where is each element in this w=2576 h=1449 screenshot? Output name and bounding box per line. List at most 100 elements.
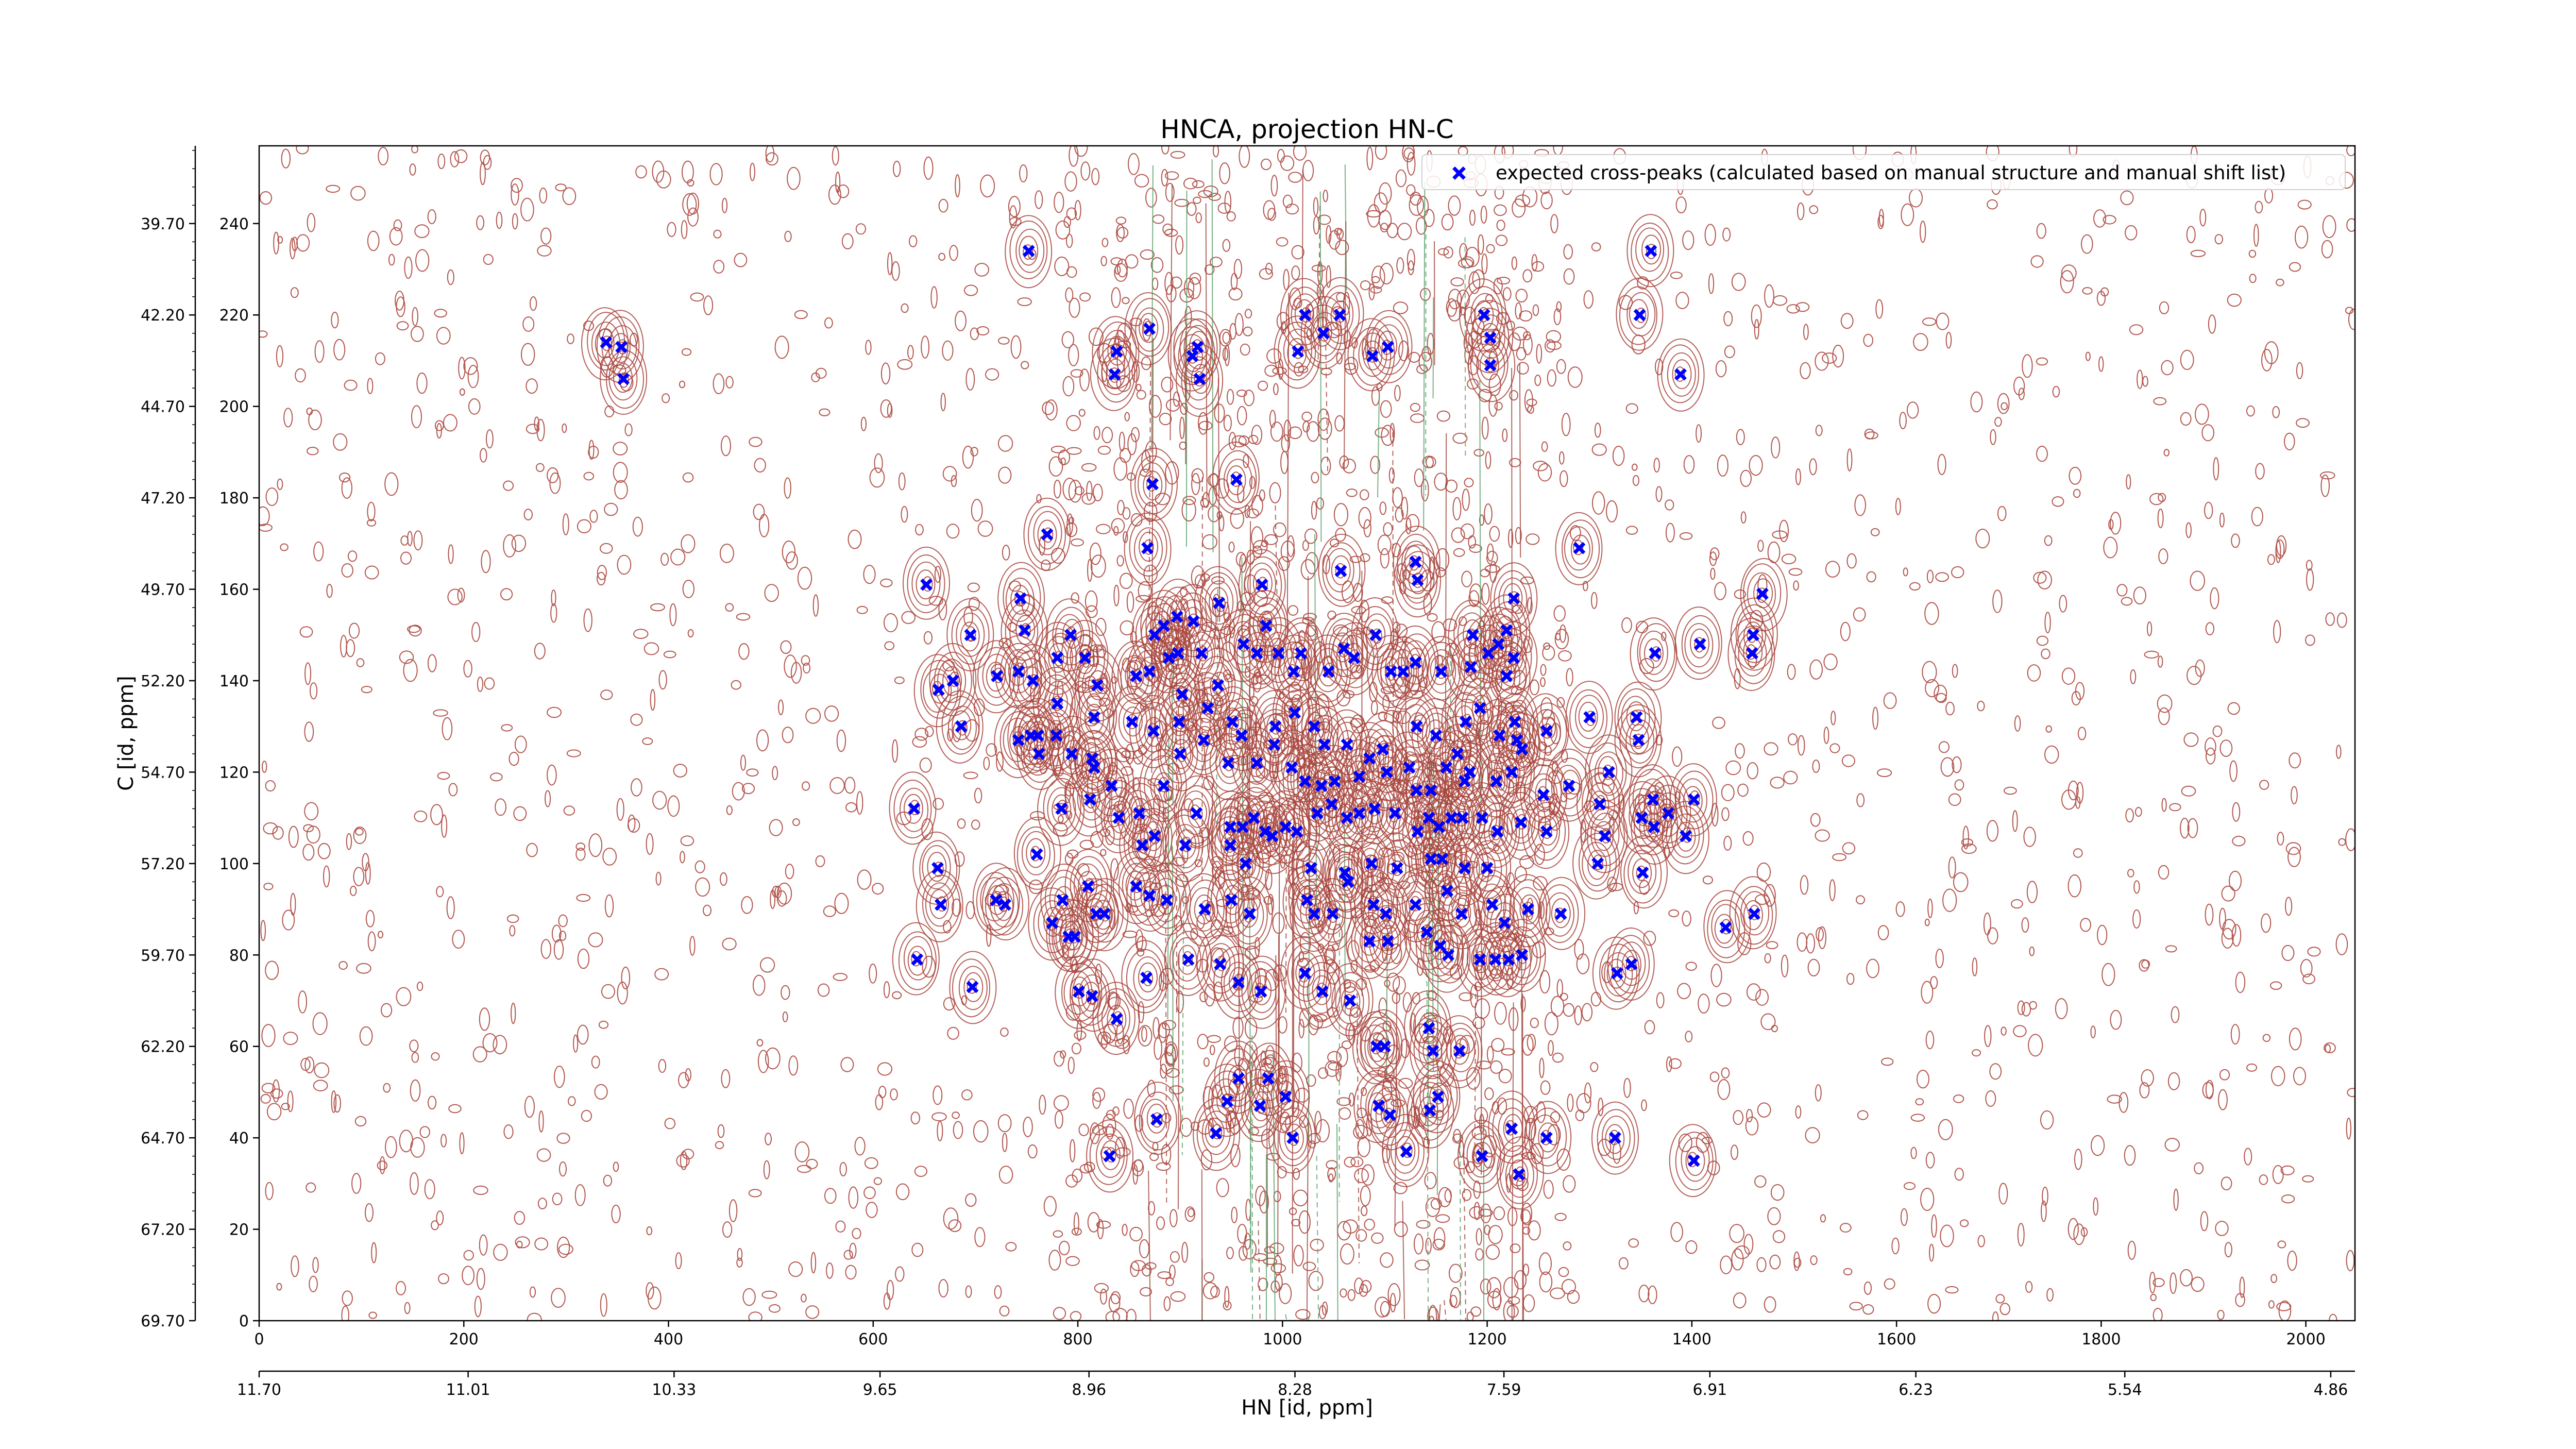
cross-peak-point bbox=[1253, 1100, 1266, 1112]
cross-peak-point bbox=[1268, 738, 1281, 751]
cross-peak-point bbox=[1126, 715, 1139, 728]
x-index-tick-label: 1800 bbox=[2081, 1330, 2121, 1349]
cross-peak-point bbox=[1232, 1072, 1245, 1085]
cross-peak-point bbox=[1334, 565, 1347, 578]
cross-peak-point bbox=[1133, 807, 1146, 820]
cross-peak-point bbox=[1259, 825, 1272, 838]
cross-peak-point bbox=[966, 981, 979, 993]
cross-peak-point bbox=[1400, 1145, 1413, 1158]
cross-peak-point bbox=[1112, 812, 1125, 824]
cross-peak-point bbox=[911, 953, 924, 966]
cross-peak-point bbox=[1433, 820, 1446, 833]
cross-peak-point bbox=[1130, 670, 1143, 683]
cross-peak-point bbox=[1341, 812, 1353, 824]
cross-peak-point bbox=[1456, 812, 1469, 824]
cross-peak-point bbox=[1342, 875, 1354, 888]
cross-peak-point bbox=[1146, 478, 1159, 491]
cross-peak-point bbox=[1476, 812, 1488, 824]
cross-peak-point bbox=[1285, 761, 1298, 774]
cross-peak-point bbox=[1445, 812, 1458, 824]
plot-frame bbox=[258, 145, 2356, 1322]
legend-x-marker bbox=[1452, 166, 1466, 180]
cross-peak-point bbox=[1747, 629, 1759, 642]
cross-peak-point bbox=[1647, 793, 1659, 806]
cross-peak-point bbox=[1594, 798, 1606, 811]
cross-peak-point bbox=[1505, 766, 1518, 779]
cross-peak-point bbox=[1088, 761, 1100, 774]
cross-peak-point bbox=[1292, 345, 1304, 358]
cross-peak-point bbox=[1279, 820, 1292, 833]
cross-peak-point bbox=[1086, 752, 1098, 765]
cross-peak-point bbox=[1308, 720, 1320, 733]
x-index-tick-label: 0 bbox=[254, 1330, 264, 1349]
y-index-tick-label: 100 bbox=[219, 855, 249, 873]
cross-peak-point bbox=[1403, 761, 1416, 774]
cross-peak-point bbox=[1337, 642, 1350, 655]
cross-peak-point bbox=[1012, 734, 1025, 747]
cross-peak-point bbox=[1489, 953, 1502, 966]
cross-peak-point bbox=[1214, 958, 1227, 970]
y-ppm-tick-label: 59.70 bbox=[141, 947, 185, 965]
cross-peak-point bbox=[1353, 807, 1366, 820]
cross-peak-point bbox=[1422, 812, 1435, 824]
cross-peak-point bbox=[1611, 967, 1623, 980]
cross-peak-point bbox=[1679, 830, 1692, 843]
cross-peak-point bbox=[1366, 350, 1379, 363]
cross-peak-point bbox=[1287, 665, 1300, 678]
cross-peak-point bbox=[1230, 473, 1243, 486]
y-ppm-tick-label: 52.20 bbox=[141, 672, 185, 690]
cross-peak-point bbox=[1625, 958, 1638, 970]
cross-peak-point bbox=[1325, 798, 1338, 811]
cross-peak-point bbox=[1464, 661, 1477, 673]
x-ppm-tick-label: 10.33 bbox=[652, 1381, 696, 1399]
cross-peak-point bbox=[1069, 930, 1081, 943]
cross-peak-point bbox=[1269, 720, 1282, 733]
cross-peak-point bbox=[1073, 985, 1085, 998]
cross-peak-point bbox=[1427, 1044, 1439, 1057]
cross-peak-point bbox=[1148, 830, 1161, 843]
cross-peak-point bbox=[1719, 921, 1732, 934]
cross-peak-point bbox=[1344, 995, 1357, 1007]
cross-peak-point bbox=[1286, 1132, 1299, 1144]
cross-peak-point bbox=[1012, 665, 1025, 678]
cross-peak-point bbox=[1388, 807, 1401, 820]
cross-peak-point bbox=[1384, 665, 1397, 678]
cross-peak-point bbox=[1451, 747, 1464, 760]
cross-peak-point bbox=[1748, 907, 1760, 920]
cross-peak-point bbox=[1484, 359, 1497, 372]
cross-peak-point bbox=[1380, 766, 1393, 779]
cross-peak-point bbox=[1440, 761, 1453, 774]
cross-peak-point bbox=[617, 373, 630, 385]
cross-peak-point bbox=[1411, 825, 1424, 838]
cross-peak-point bbox=[1224, 820, 1236, 833]
x-axis-title: HN [id, ppm] bbox=[1241, 1396, 1373, 1420]
cross-peak-point bbox=[1397, 665, 1410, 678]
cross-peak-point bbox=[600, 336, 613, 349]
cross-peak-point bbox=[1674, 368, 1687, 381]
cross-peak-point bbox=[1636, 866, 1649, 879]
cross-peak-point bbox=[1195, 647, 1208, 660]
cross-peak-point bbox=[1079, 651, 1091, 664]
cross-peak-point bbox=[1633, 309, 1646, 322]
cross-peak-point bbox=[1608, 1132, 1621, 1144]
cross-peak-point bbox=[1105, 780, 1118, 792]
cross-peak-point bbox=[1635, 812, 1648, 824]
cross-peak-point bbox=[1308, 907, 1320, 920]
x-ppm-tick-label: 11.70 bbox=[237, 1381, 281, 1399]
y-index-tick-label: 20 bbox=[229, 1221, 249, 1239]
cross-peak-point bbox=[920, 578, 933, 591]
cross-peak-point bbox=[1160, 894, 1173, 906]
cross-peak-point bbox=[1315, 780, 1328, 792]
cross-peak-point bbox=[1540, 1132, 1553, 1144]
x-index-tick-label: 200 bbox=[449, 1330, 479, 1349]
cross-peak-point bbox=[1381, 935, 1394, 948]
cross-peak-point bbox=[1018, 624, 1031, 637]
cross-peak-markers bbox=[600, 245, 1769, 1181]
cross-peak-point bbox=[1486, 898, 1499, 911]
y-index-tick-label: 120 bbox=[219, 764, 249, 782]
cross-peak-point bbox=[1083, 793, 1096, 806]
cross-peak-point bbox=[1301, 894, 1313, 906]
cross-peak-point bbox=[1224, 839, 1236, 852]
cross-peak-point bbox=[1235, 729, 1248, 742]
